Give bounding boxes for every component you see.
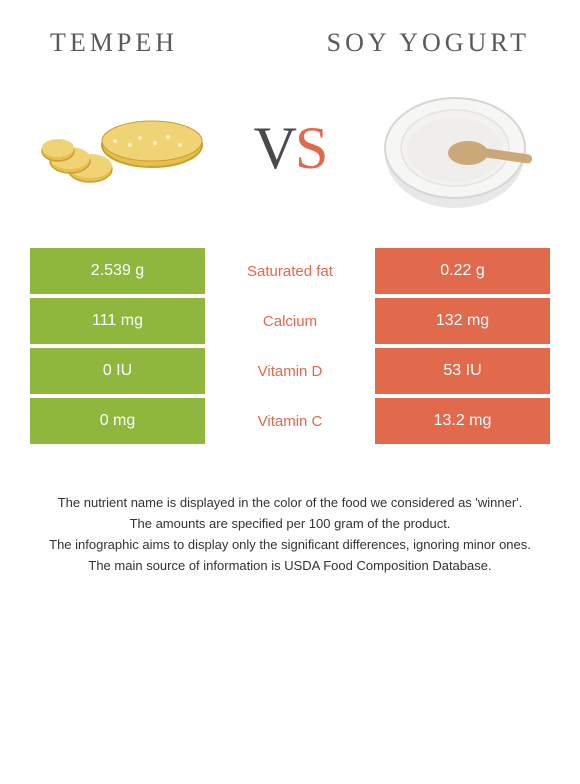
nutrient-label: Vitamin C [205,398,375,444]
right-value-cell: 13.2 mg [375,398,550,444]
left-value-cell: 111 mg [30,298,205,344]
tempeh-image [40,83,210,213]
left-value-cell: 2.539 g [30,248,205,294]
footnote-line: The nutrient name is displayed in the co… [30,494,550,513]
yogurt-image [370,83,540,213]
footnote-line: The infographic aims to display only the… [30,536,550,555]
footnote-line: The main source of information is USDA F… [30,557,550,576]
nutrient-row: 0 IUVitamin D53 IU [30,348,550,394]
right-value-cell: 53 IU [375,348,550,394]
vs-v: V [254,114,295,183]
nutrient-row: 0 mgVitamin C13.2 mg [30,398,550,444]
nutrient-label: Vitamin D [205,348,375,394]
left-food-title: TEMPEH [50,28,178,58]
yogurt-bowl-icon [375,78,535,218]
nutrient-label: Calcium [205,298,375,344]
nutrient-label: Saturated fat [205,248,375,294]
vs-label: VS [254,114,327,183]
tempeh-icon [40,93,210,203]
images-row: VS [0,58,580,228]
right-food-title: SOY YOGURT [327,28,530,58]
nutrient-table: 2.539 gSaturated fat0.22 g111 mgCalcium1… [30,248,550,444]
title-row: TEMPEH SOY YOGURT [0,0,580,58]
left-value-cell: 0 IU [30,348,205,394]
vs-s: S [295,114,326,183]
right-value-cell: 0.22 g [375,248,550,294]
nutrient-row: 111 mgCalcium132 mg [30,298,550,344]
footnotes: The nutrient name is displayed in the co… [30,494,550,575]
right-value-cell: 132 mg [375,298,550,344]
footnote-line: The amounts are specified per 100 gram o… [30,515,550,534]
left-value-cell: 0 mg [30,398,205,444]
nutrient-row: 2.539 gSaturated fat0.22 g [30,248,550,294]
